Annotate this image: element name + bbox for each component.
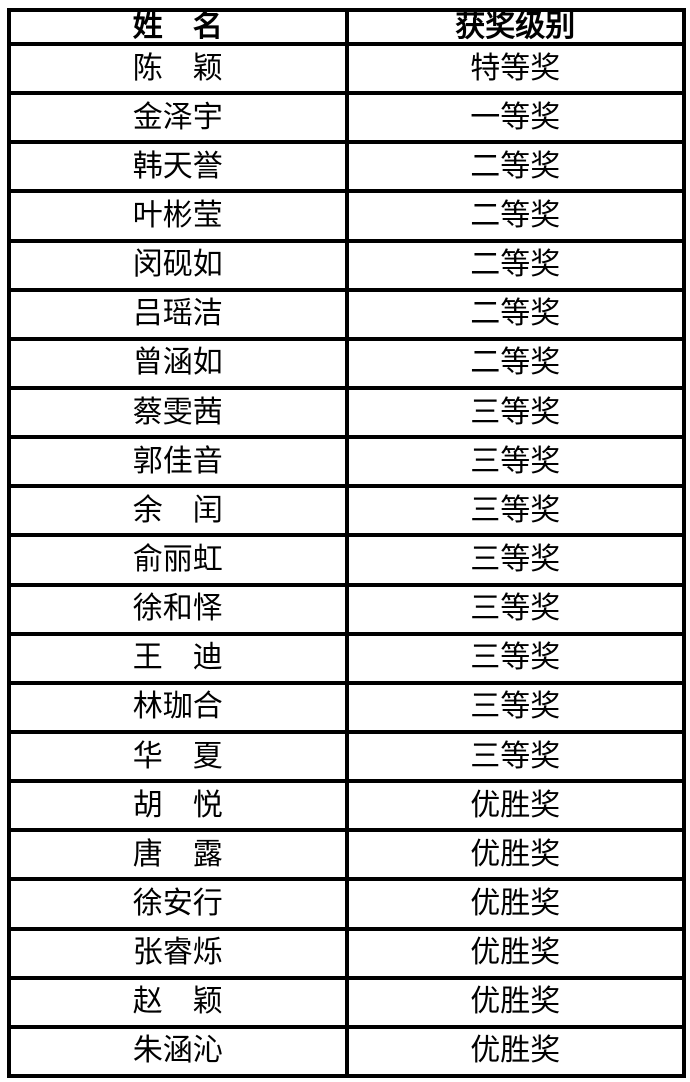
table-row: 蔡雯茜 三等奖: [7, 385, 686, 440]
award-level-cell: 优胜奖: [344, 975, 686, 1029]
table-row: 朱涵沁 优胜奖: [7, 1024, 686, 1079]
name-cell: 曾涵如: [7, 336, 349, 390]
name-cell: 徐安行: [7, 877, 349, 931]
award-table: 姓 名 获奖级别 陈 颖特等奖 金泽宇 一等奖 韩天誉 二等奖 叶彬莹 二等奖 闵砚如 二等奖吕…: [7, 8, 686, 1079]
name-cell: 赵 颖: [7, 975, 349, 1029]
table-row: 曾涵如 二等奖: [7, 336, 686, 390]
award-level-cell: 二等奖: [344, 140, 686, 194]
table-row: 徐安行 优胜奖: [7, 877, 686, 931]
award-level-cell: 三等奖: [344, 484, 686, 538]
award-level-cell: 二等奖: [344, 238, 686, 292]
table-row: 陈 颖特等奖: [7, 41, 686, 96]
column-header-name: 姓 名: [7, 8, 349, 46]
award-level-cell: 三等奖: [344, 435, 686, 489]
table-row: 王 迪三等奖: [7, 631, 686, 685]
table-row: 唐 露优胜奖: [7, 828, 686, 882]
table-row: 闵砚如 二等奖: [7, 238, 686, 292]
name-cell: 朱涵沁: [7, 1024, 349, 1079]
table-row: 张睿烁 优胜奖: [7, 926, 686, 980]
award-level-cell: 三等奖: [344, 631, 686, 685]
table-row: 韩天誉 二等奖: [7, 140, 686, 194]
name-cell: 张睿烁: [7, 926, 349, 980]
award-level-cell: 三等奖: [344, 385, 686, 440]
table-row: 赵 颖优胜奖: [7, 975, 686, 1029]
award-level-cell: 优胜奖: [344, 828, 686, 882]
name-cell: 蔡雯茜: [7, 385, 349, 440]
name-cell: 唐 露: [7, 828, 349, 882]
name-cell: 胡 悦: [7, 779, 349, 833]
name-cell: 林珈合: [7, 680, 349, 734]
award-level-cell: 特等奖: [344, 41, 686, 96]
table-row: 华 夏三等奖: [7, 729, 686, 784]
name-cell: 陈 颖: [7, 41, 349, 96]
table-row: 徐和怿 三等奖: [7, 582, 686, 636]
table-row: 吕瑶洁 二等奖: [7, 287, 686, 341]
name-cell: 郭佳音: [7, 435, 349, 489]
name-cell: 余 闰: [7, 484, 349, 538]
column-header-award-level: 获奖级别: [344, 8, 686, 46]
name-cell: 华 夏: [7, 729, 349, 784]
award-level-cell: 优胜奖: [344, 877, 686, 931]
table-row: 金泽宇 一等奖: [7, 91, 686, 145]
award-level-cell: 二等奖: [344, 287, 686, 341]
table-row: 俞丽虹 三等奖: [7, 533, 686, 587]
table-body: 陈 颖特等奖 金泽宇 一等奖 韩天誉 二等奖 叶彬莹 二等奖 闵砚如 二等奖 吕瑶洁 二等奖 曾涵如二…: [7, 41, 686, 1079]
table-row: 郭佳音 三等奖: [7, 435, 686, 489]
table-row: 胡 悦优胜奖: [7, 779, 686, 833]
name-cell: 闵砚如: [7, 238, 349, 292]
table-header: 姓 名 获奖级别: [7, 8, 686, 46]
award-level-cell: 优胜奖: [344, 1024, 686, 1079]
table-row: 余 闰三等奖: [7, 484, 686, 538]
name-cell: 俞丽虹: [7, 533, 349, 587]
award-level-cell: 三等奖: [344, 729, 686, 784]
award-level-cell: 二等奖: [344, 189, 686, 243]
header-row: 姓 名 获奖级别: [7, 8, 686, 46]
name-cell: 王 迪: [7, 631, 349, 685]
award-level-cell: 三等奖: [344, 680, 686, 734]
award-level-cell: 三等奖: [344, 582, 686, 636]
award-level-cell: 优胜奖: [344, 779, 686, 833]
award-level-cell: 优胜奖: [344, 926, 686, 980]
name-cell: 金泽宇: [7, 91, 349, 145]
name-cell: 吕瑶洁: [7, 287, 349, 341]
table-row: 叶彬莹 二等奖: [7, 189, 686, 243]
name-cell: 叶彬莹: [7, 189, 349, 243]
name-cell: 韩天誉: [7, 140, 349, 194]
award-level-cell: 二等奖: [344, 336, 686, 390]
name-cell: 徐和怿: [7, 582, 349, 636]
award-level-cell: 一等奖: [344, 91, 686, 145]
award-level-cell: 三等奖: [344, 533, 686, 587]
table-row: 林珈合 三等奖: [7, 680, 686, 734]
